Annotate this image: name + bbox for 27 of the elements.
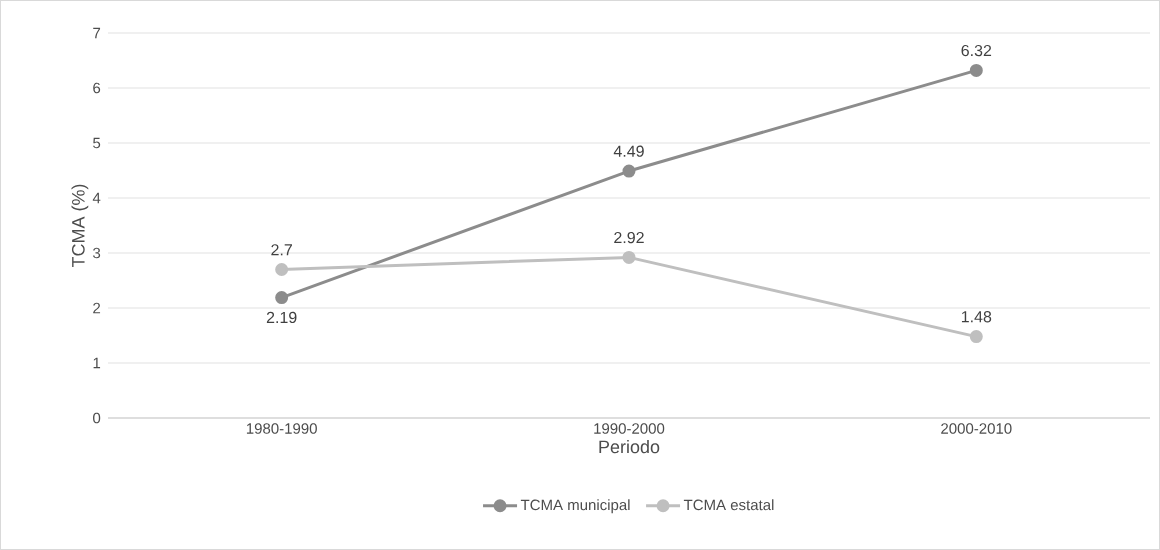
point	[969, 63, 983, 77]
y-tick-label: 7	[93, 27, 101, 39]
data-label: 6.32	[961, 44, 992, 57]
point	[969, 330, 983, 344]
point	[275, 291, 289, 305]
y-tick-label: 3	[93, 247, 101, 259]
x-axis-title: Periodo	[599, 440, 660, 454]
point	[275, 263, 289, 276]
data-label: 1.48	[961, 311, 992, 323]
legend-label: TCMA municipal	[520, 499, 630, 514]
legend-label: TCMA estatal	[683, 499, 774, 511]
y-tick-label: 5	[93, 137, 101, 149]
point	[622, 164, 636, 178]
x-tick-label: 1990-2000	[594, 423, 665, 434]
y-tick-label: 1	[93, 357, 101, 369]
y-tick-label: 0	[93, 412, 101, 424]
y-tick-label: 2	[93, 302, 101, 314]
point	[622, 250, 636, 264]
x-tick-label: 2000-2010	[941, 423, 1012, 434]
data-label: 2.7	[271, 244, 292, 256]
y-tick-label: 4	[92, 192, 101, 204]
data-label: 4.49	[613, 145, 644, 157]
data-label: 2.92	[614, 231, 644, 244]
x-tick-label: 1980-1990	[246, 423, 317, 434]
data-label: 2.19	[266, 311, 297, 324]
y-tick-label: 6	[93, 82, 101, 94]
y-axis-title: TCMA (%)	[71, 184, 89, 268]
